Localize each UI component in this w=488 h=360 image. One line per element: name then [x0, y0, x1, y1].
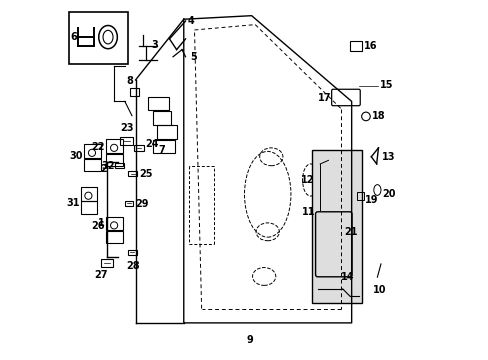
Text: 29: 29	[135, 199, 148, 209]
Text: 6: 6	[70, 32, 77, 42]
Text: 18: 18	[372, 111, 385, 121]
Text: 15: 15	[379, 80, 392, 90]
Bar	[81, 202, 97, 213]
Bar	[81, 187, 97, 201]
Bar	[153, 111, 171, 125]
Text: 17: 17	[318, 93, 331, 103]
Text: 14: 14	[341, 272, 354, 282]
Bar	[115, 163, 123, 168]
Bar	[84, 144, 101, 158]
Bar	[106, 154, 122, 166]
Text: 13: 13	[381, 152, 395, 162]
Text: 9: 9	[246, 335, 253, 345]
Text: 5: 5	[190, 53, 197, 63]
Text: 21: 21	[344, 227, 357, 237]
Bar	[128, 249, 136, 255]
Bar	[124, 201, 133, 206]
Bar	[157, 125, 176, 139]
Text: 27: 27	[94, 270, 107, 280]
Text: 26: 26	[91, 221, 104, 231]
Text: 11: 11	[301, 207, 315, 217]
Bar	[69, 12, 128, 64]
Bar	[106, 217, 122, 230]
Bar	[84, 158, 101, 171]
Bar	[101, 259, 113, 267]
Text: 28: 28	[126, 261, 140, 271]
Text: 19: 19	[365, 195, 378, 204]
Text: 7: 7	[159, 145, 165, 155]
Bar	[349, 41, 361, 51]
Bar	[128, 171, 137, 176]
Bar	[148, 97, 169, 111]
Text: 25: 25	[139, 169, 152, 179]
Text: 2: 2	[100, 164, 106, 174]
Text: 3: 3	[151, 40, 157, 50]
Text: 30: 30	[69, 151, 83, 161]
Bar	[134, 145, 143, 150]
Text: 4: 4	[187, 16, 194, 26]
Bar	[120, 137, 133, 145]
Text: 22: 22	[91, 142, 104, 152]
Text: 24: 24	[145, 139, 159, 149]
Bar	[106, 231, 122, 243]
Text: 23: 23	[121, 123, 134, 133]
Text: 31: 31	[66, 198, 80, 208]
Text: 12: 12	[301, 175, 314, 185]
Text: 1: 1	[97, 218, 104, 228]
Text: 8: 8	[126, 76, 133, 86]
Text: 20: 20	[382, 189, 395, 199]
Text: 32: 32	[102, 161, 115, 171]
Bar	[106, 139, 122, 153]
Text: 16: 16	[364, 41, 377, 51]
Bar	[153, 140, 175, 153]
Bar	[311, 150, 361, 303]
Bar	[130, 88, 139, 96]
Bar	[357, 192, 363, 200]
Text: 10: 10	[372, 285, 386, 295]
